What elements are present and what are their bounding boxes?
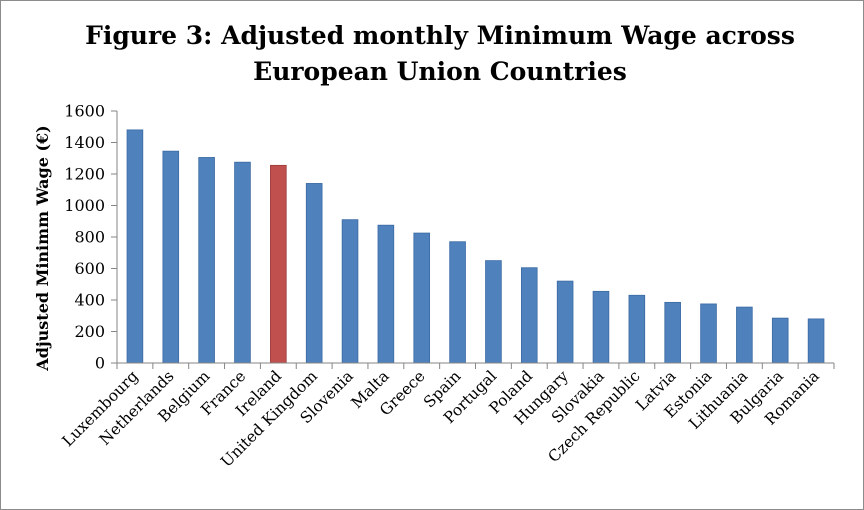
bar-lithuania [736,306,753,364]
y-tick-label: 1600 [64,102,105,121]
chart-title-line-2: European Union Countries [253,57,627,86]
y-tick-label: 400 [74,291,105,310]
y-tick-label: 800 [74,228,105,247]
bar-united-kingdom [305,183,323,364]
y-tick-label: 600 [74,259,105,278]
bar-slovakia [592,290,610,364]
axes [116,111,835,369]
y-tick-label: 1000 [64,196,105,215]
bar-estonia [700,303,717,364]
bar-spain [449,241,466,364]
x-axis-labels: LuxembourgNetherlandsBelgiumFranceIrelan… [59,367,823,471]
bar-france [234,161,251,364]
bar-belgium [198,157,215,364]
bar-slovenia [341,219,359,364]
bar-greece [413,232,431,364]
chart-title-line-1: Figure 3: Adjusted monthly Minimum Wage … [85,21,795,50]
y-tick-label: 200 [74,322,105,341]
bar-poland [520,267,538,364]
bar-malta [377,224,395,364]
bar-ireland [270,164,287,364]
y-axis-label: Adjusted Minimm Wage (€) [33,125,52,371]
y-axis-ticks: 0 200 400 600 800 1000 1200 1400 1600 [64,102,117,373]
bar-hungary [556,280,574,364]
bars [126,129,825,364]
y-tick-label: 0 [95,354,105,373]
y-tick-label: 1200 [64,165,105,184]
bar-netherlands [162,150,180,364]
bar-bulgaria [771,317,789,364]
y-tick-label: 1400 [64,133,105,152]
bar-latvia [664,301,681,364]
bar-portugal [485,260,502,364]
bar-romania [807,318,825,364]
bar-czech-republic [628,294,646,364]
bar-luxembourg [126,129,144,364]
